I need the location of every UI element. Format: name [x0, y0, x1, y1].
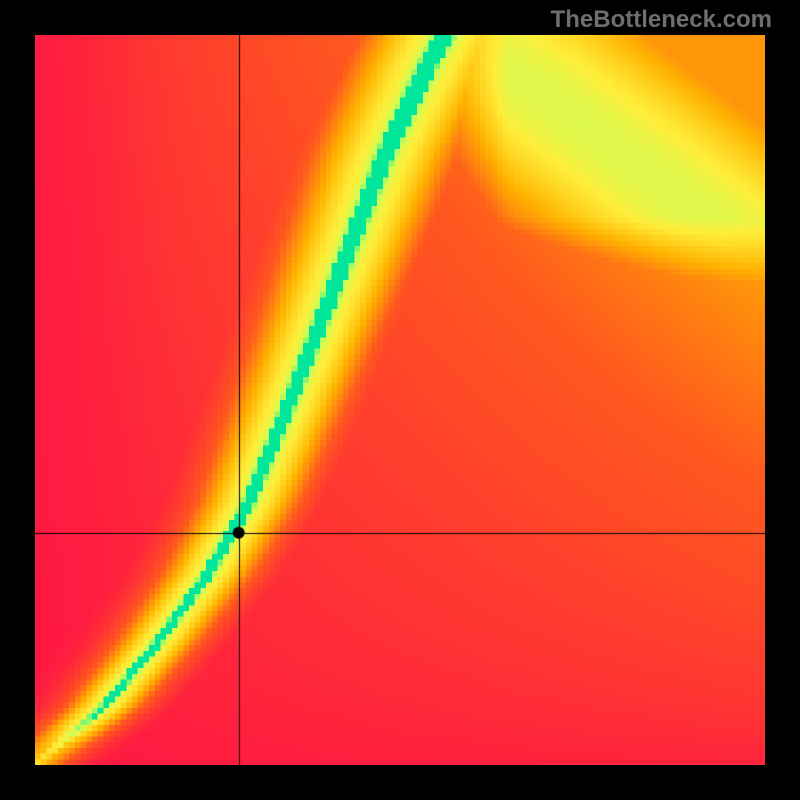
watermark-text: TheBottleneck.com: [551, 6, 772, 34]
crosshair-overlay: [35, 35, 765, 765]
